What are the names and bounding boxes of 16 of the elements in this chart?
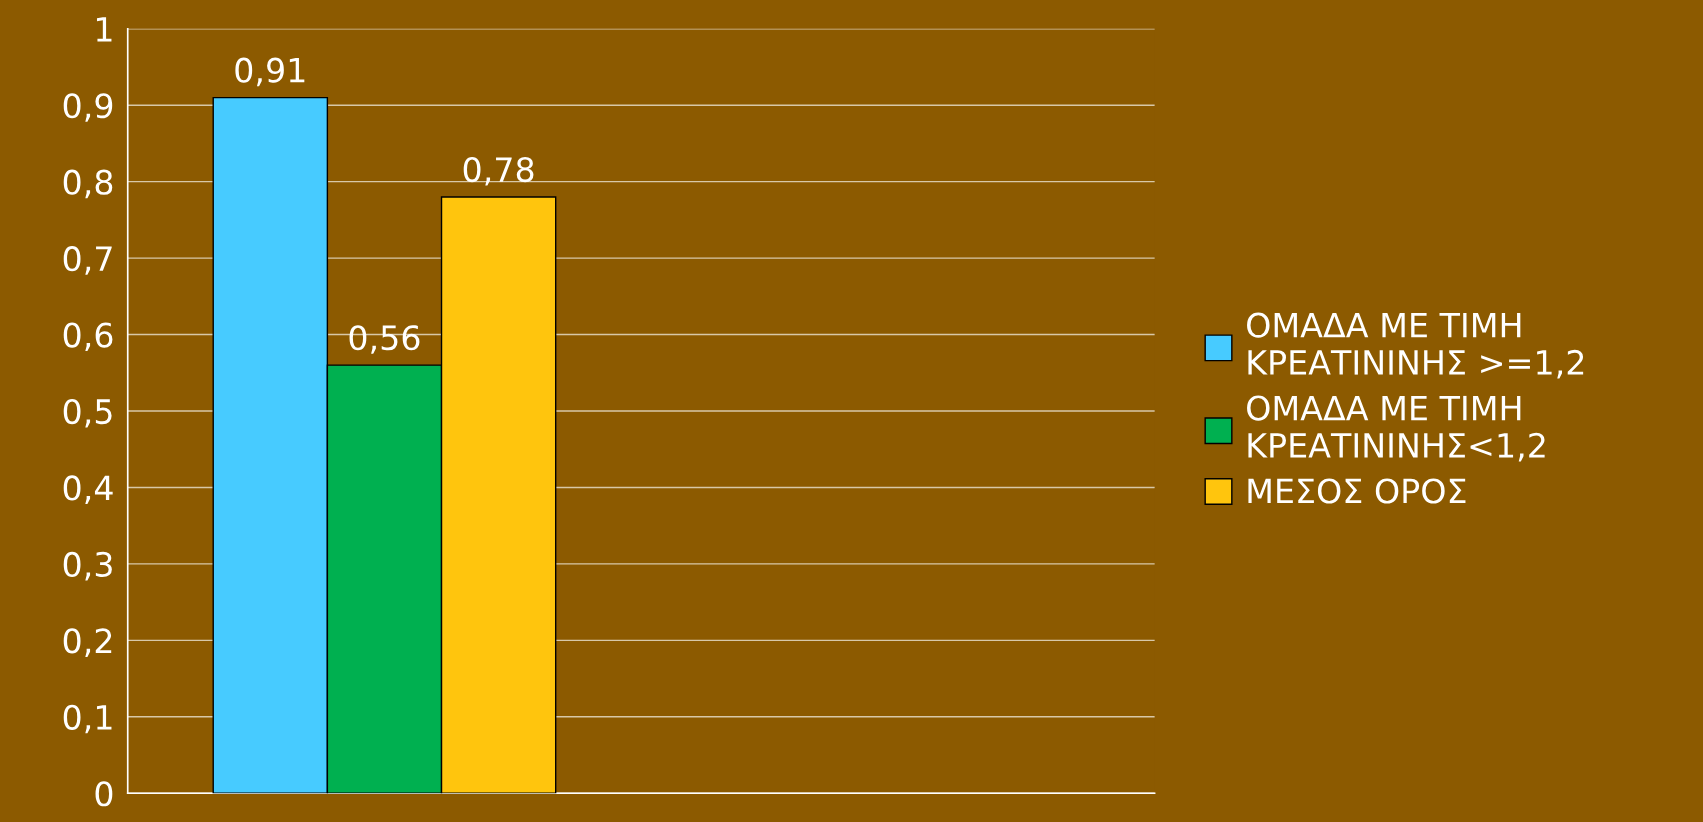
data-label: 0,78 xyxy=(463,156,534,186)
y-tick-label: 0,2 xyxy=(63,628,112,657)
y-tick-label: 0,7 xyxy=(63,246,112,275)
y-tick-label: 1 xyxy=(96,17,112,42)
y-tick-label: 0,4 xyxy=(63,475,113,504)
y-tick-label: 0,8 xyxy=(63,169,113,199)
legend-label: ΟΜΑΔΑ ΜΕ ΤΙΜΗ ΚΡΕΑΤΙΝΙΝΗΣ<1,2 xyxy=(1247,395,1545,462)
y-tick-label: 0,9 xyxy=(63,93,113,122)
y-tick-label: 0,5 xyxy=(63,398,112,428)
y-tick-label: 0 xyxy=(95,781,113,807)
legend-label: ΜΕΣΟΣ ΟΡΟΣ xyxy=(1248,478,1466,504)
y-tick-label: 0,3 xyxy=(63,551,112,581)
data-label: 0,91 xyxy=(235,57,305,87)
y-tick-label: 0,6 xyxy=(63,322,113,352)
legend-label: ΟΜΑΔΑ ΜΕ ΤΙΜΗ ΚΡΕΑΤΙΝΙΝΗΣ >=1,2 xyxy=(1247,312,1584,379)
y-tick-label: 0,1 xyxy=(63,704,112,734)
